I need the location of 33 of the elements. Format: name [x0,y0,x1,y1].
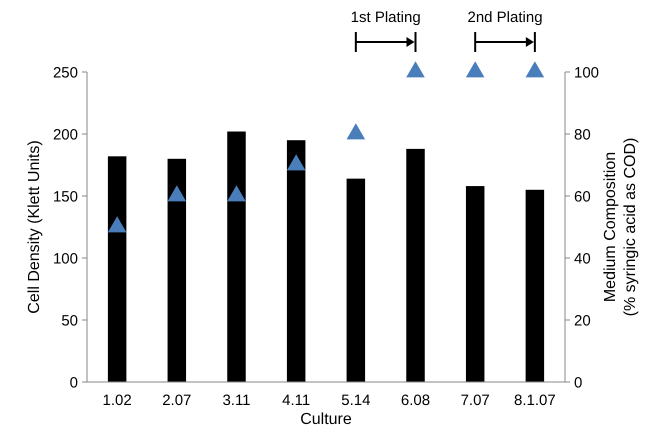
y2-axis-title: Medium Composition (% syringic acid as COD) [602,138,639,316]
y-tick-label: 250 [52,64,78,82]
x-tick-label: 1.02 [102,392,132,409]
y2-tick-label: 60 [574,188,591,206]
y-tick-label: 0 [70,374,78,392]
y2-tick-label: 80 [574,126,591,144]
x-tick-label: 6.08 [400,392,430,409]
bar [526,190,544,382]
bar [227,132,246,382]
text: 1st Plating [350,9,421,26]
y2-tick-label: 40 [574,250,591,268]
y-tick-label: 50 [61,312,78,330]
y-tick-label: 150 [52,188,78,206]
x-tick-label: 4.11 [282,392,310,409]
y-tick-label: 200 [52,126,78,144]
bar [168,158,186,382]
y-axis-title: Cell Density (Klett Units) [26,140,43,314]
x-tick-label: 5.14 [341,392,370,409]
bar [108,156,126,382]
y2-tick-label: 100 [574,64,600,82]
bar [286,140,306,382]
text: 2nd Plating [467,9,543,26]
bar [346,178,366,382]
y2-tick-label: 0 [574,374,582,392]
y-tick-label: 100 [52,250,78,268]
bar [466,186,484,382]
x-tick-label: 2.07 [162,392,192,409]
bar [406,148,425,382]
x-tick-label: 7.07 [460,392,490,409]
x-axis-title: Culture [300,411,352,428]
x-tick-label: 3.11 [222,392,251,409]
y2-tick-label: 20 [574,312,591,330]
x-tick-label: 8.1.07 [514,392,556,409]
